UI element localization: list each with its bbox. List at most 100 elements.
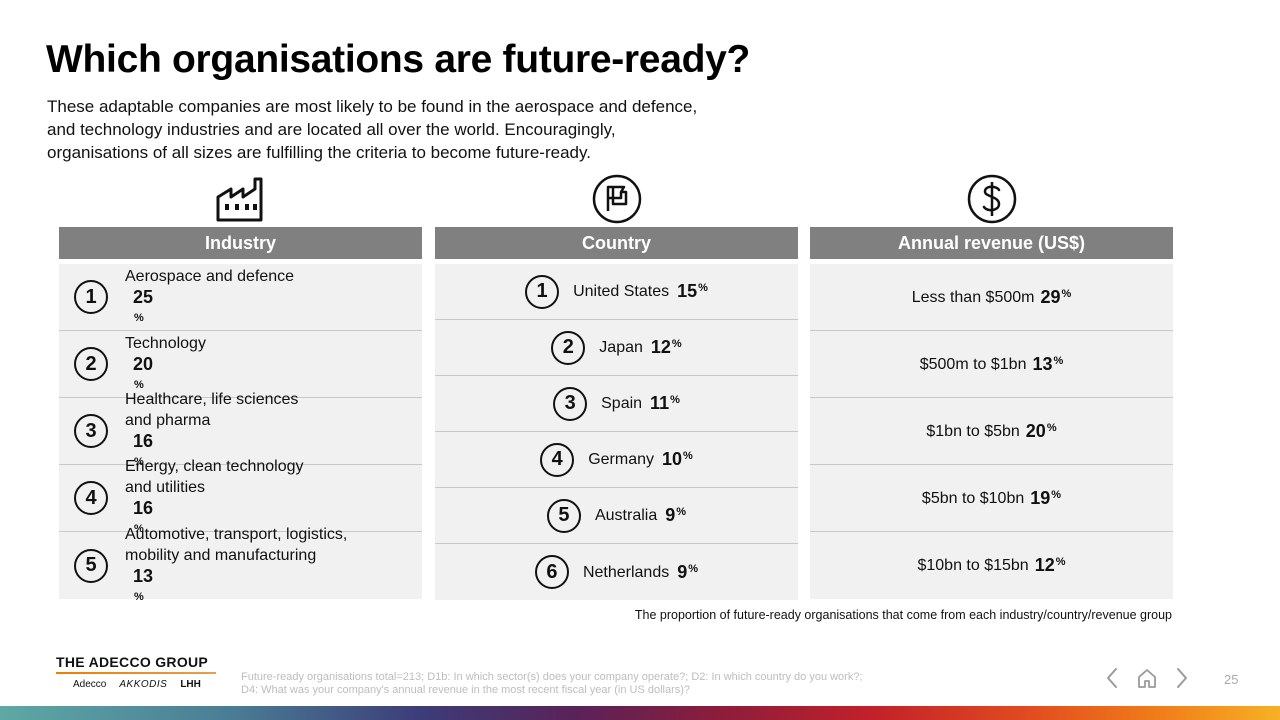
percentage-number: 10 (661, 449, 683, 469)
country-label: Spain (601, 395, 643, 412)
country-label: Australia (594, 507, 658, 524)
list-item: 5 Automotive, transport, logistics, mobi… (59, 526, 422, 603)
list-item: Less than $500m 29% (810, 264, 1173, 331)
chevron-left-icon (1107, 668, 1117, 688)
percent-sign: % (134, 378, 144, 391)
intro-line: and technology industries and are locate… (47, 120, 616, 139)
next-slide-button[interactable] (1170, 666, 1194, 690)
dollar-icon (967, 174, 1016, 224)
percent-sign: % (134, 590, 144, 603)
country-label: Japan (599, 339, 643, 356)
intro-text: These adaptable companies are most likel… (47, 95, 777, 164)
percentage-value: 12% (651, 337, 682, 358)
chevron-right-icon (1177, 668, 1187, 688)
percentage-value: 12% (1035, 555, 1066, 576)
industry-label-line: mobility and manufacturing (125, 546, 317, 564)
percent-sign: % (671, 338, 682, 350)
previous-slide-button[interactable] (1100, 666, 1124, 690)
rank-badge: 3 (74, 414, 108, 448)
rank-badge: 5 (546, 498, 581, 533)
percentage-number: 29 (1040, 286, 1061, 307)
percentage-value: 25% (133, 287, 294, 329)
industry-label: Technology 20% (125, 333, 206, 396)
industry-label: Automotive, transport, logistics, mobili… (125, 524, 347, 608)
industry-label-line: Aerospace and defence (125, 267, 295, 285)
revenue-label: $10bn to $15bn (917, 557, 1029, 574)
country-label: Germany (588, 451, 654, 468)
percentage-value: 13% (1032, 354, 1063, 375)
industry-label-line: Healthcare, life sciences (125, 391, 299, 408)
percentage-number: 12 (1034, 555, 1055, 575)
home-button[interactable] (1135, 666, 1159, 690)
industry-label: Aerospace and defence 25% (125, 266, 294, 329)
percentage-value: 20% (1026, 421, 1057, 442)
chart-caption: The proportion of future-ready organisat… (634, 608, 1172, 622)
industry-label-line: Technology (125, 334, 206, 352)
list-item: 1 Aerospace and defence 25% (59, 264, 422, 331)
footnote-line: Future-ready organisations total=213; D1… (241, 671, 863, 683)
country-list: 1 United States 15% 2 Japan 12% 3 Spain … (435, 264, 798, 600)
percent-sign: % (1061, 287, 1072, 300)
brand-adecco: Adecco (73, 679, 107, 690)
percentage-value: 20% (133, 354, 206, 396)
percentage-value: 29% (1040, 287, 1071, 308)
rank-badge: 4 (540, 442, 575, 477)
percentage-value: 16% (133, 498, 303, 540)
rank-badge: 1 (525, 274, 560, 309)
percent-sign: % (670, 394, 680, 406)
country-header: Country (435, 227, 798, 259)
revenue-list: Less than $500m 29% $500m to $1bn 13% $1… (810, 264, 1173, 599)
percent-sign: % (683, 450, 693, 462)
list-item: 1 United States 15% (435, 264, 798, 320)
industry-label: Energy, clean technology and utilities 16… (125, 456, 303, 540)
percentage-number: 16 (133, 431, 154, 451)
percentage-value: 19% (1030, 488, 1061, 509)
logo-underline (56, 672, 216, 674)
brand-gradient-bar (0, 706, 1280, 720)
company-logo: THE ADECCO GROUP Adecco AKKODIS LHH (56, 654, 218, 690)
country-column: Country 1 United States 15% 2 Japan 12% … (435, 174, 798, 600)
rank-badge: 3 (553, 386, 588, 421)
percentage-value: 15% (677, 281, 708, 302)
percent-sign: % (688, 562, 699, 575)
brand-akkodis: AKKODIS (119, 679, 168, 690)
percentage-number: 20 (1025, 420, 1046, 441)
logo-wordmark: THE ADECCO GROUP (56, 654, 209, 670)
percentage-value: 9% (665, 505, 686, 526)
footnote: Future-ready organisations total=213; D1… (241, 671, 941, 697)
industry-label: Healthcare, life sciences and pharma 16% (125, 389, 298, 473)
percent-sign: % (134, 311, 144, 324)
factory-icon (216, 177, 262, 222)
percent-sign: % (698, 282, 708, 294)
list-item: 4 Germany 10% (435, 432, 798, 488)
percent-sign: % (1051, 488, 1062, 501)
home-icon (1138, 669, 1156, 688)
industry-label-line: and utilities (125, 479, 206, 496)
rank-badge: 6 (534, 555, 569, 589)
list-item: $5bn to $10bn 19% (810, 465, 1173, 532)
percentage-number: 9 (677, 561, 688, 582)
rank-badge: 5 (74, 548, 108, 583)
flag-icon (592, 174, 641, 224)
revenue-label: Less than $500m (911, 288, 1035, 306)
industry-label-line: Automotive, transport, logistics, (125, 525, 348, 543)
list-item: 2 Japan 12% (435, 320, 798, 376)
list-item: 3 Healthcare, life sciences and pharma 16… (59, 391, 422, 468)
revenue-label: $5bn to $10bn (921, 489, 1025, 507)
list-item: 2 Technology 20% (59, 331, 422, 398)
intro-line: These adaptable companies are most likel… (47, 97, 698, 116)
percentage-number: 25 (133, 286, 154, 307)
percent-sign: % (1055, 556, 1066, 568)
list-item: 3 Spain 11% (435, 376, 798, 432)
percentage-value: 11% (650, 393, 680, 414)
industry-list: 1 Aerospace and defence 25% 2 Technology 2… (59, 264, 422, 603)
percent-sign: % (1046, 421, 1057, 434)
percent-sign: % (134, 456, 144, 468)
rank-badge: 2 (551, 330, 586, 365)
country-label: Netherlands (582, 563, 670, 581)
percentage-number: 12 (650, 337, 671, 357)
intro-line: organisations of all sizes are fulfillin… (47, 143, 591, 162)
percentage-value: 13% (133, 566, 347, 608)
revenue-column: Annual revenue (US$) Less than $500m 29%… (810, 174, 1173, 599)
percent-sign: % (1053, 354, 1064, 367)
